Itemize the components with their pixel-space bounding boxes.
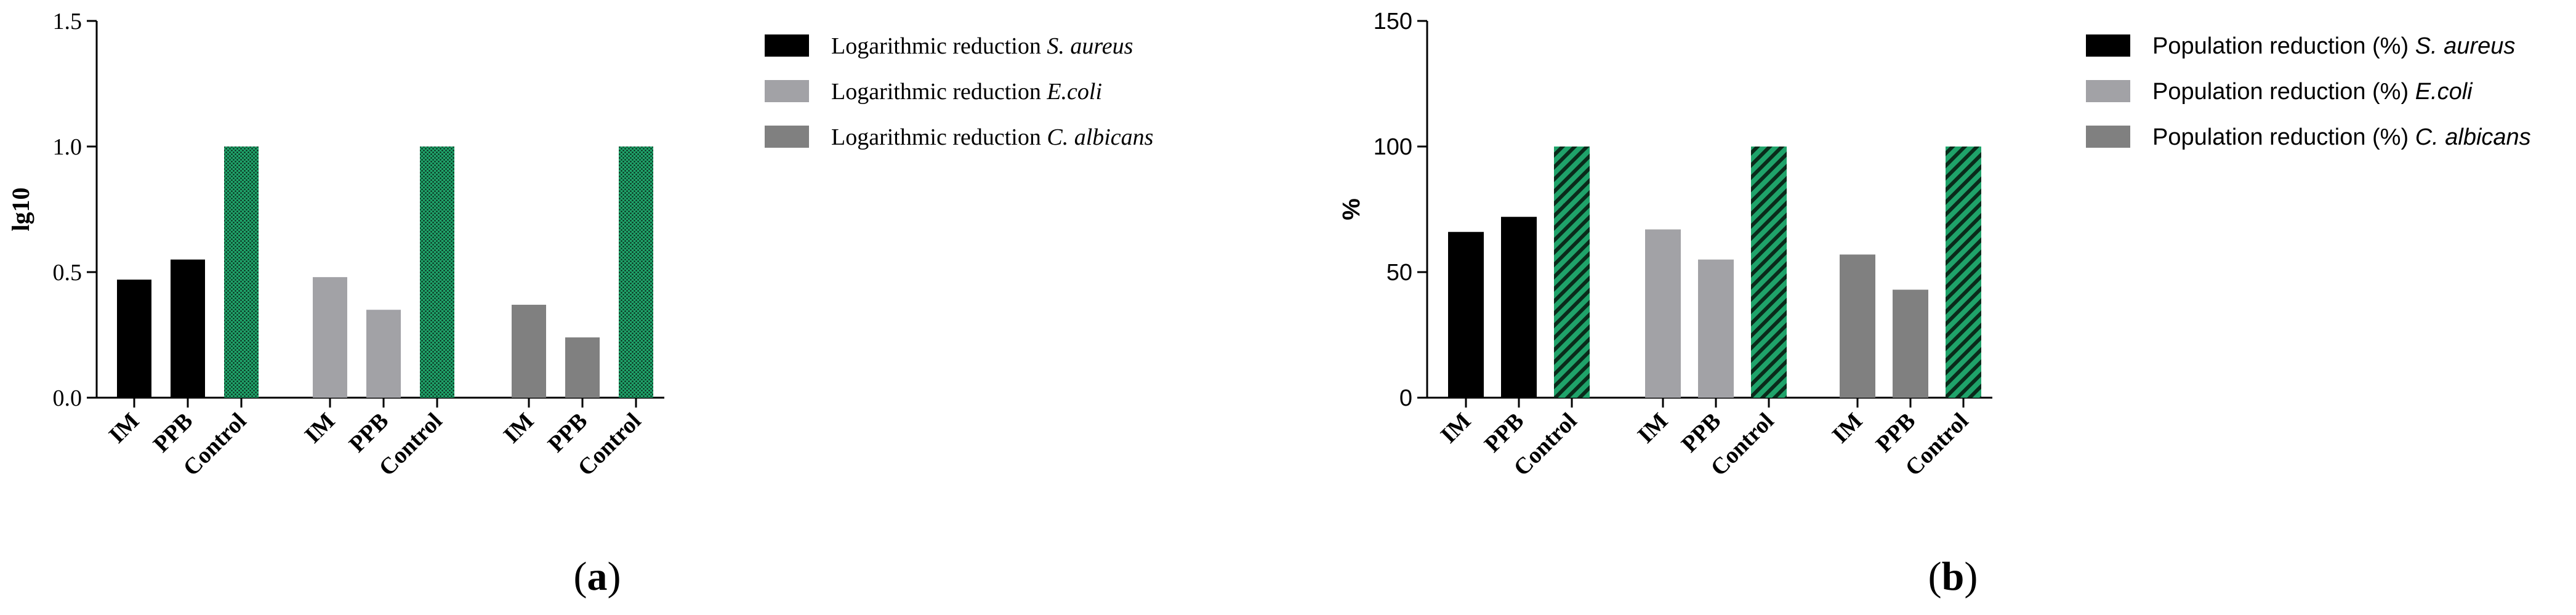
legend-label: Population reduction (%) E.coli [2152,79,2473,105]
y-tick-label: 0.0 [53,385,83,411]
legend-swatch [2086,80,2130,102]
bar [1893,289,1928,398]
legend-swatch [765,126,809,148]
panel-label: (a) [574,554,621,599]
legend-swatch [765,80,809,102]
legend-label: Population reduction (%) C. albicans [2152,124,2531,150]
legend-label-text: Logarithmic reduction [831,33,1047,59]
y-axis-label: lg10 [7,187,34,231]
bar [565,337,600,398]
y-axis-label: % [1338,198,1365,220]
legend-label-text: Population reduction (%) [2152,79,2415,105]
bar-control [619,147,653,398]
legend-label-text: Population reduction (%) [2152,124,2415,150]
legend-label-text: Logarithmic reduction [831,79,1047,105]
y-tick-label: 0 [1399,385,1412,411]
bar [366,310,401,398]
x-tick-label: IM [300,408,340,449]
y-tick-label: 1.5 [53,9,83,34]
legend-organism: S. aureus [1047,33,1133,59]
x-tick-label: IM [499,408,539,449]
legend-label: Logarithmic reduction S. aureus [831,33,1133,59]
legend-swatch [765,34,809,57]
y-tick-label: 150 [1374,9,1412,34]
y-tick-label: 1.0 [53,134,83,160]
bar-control [1554,147,1590,398]
bar [512,305,546,398]
y-tick-label: 50 [1387,260,1412,286]
legend-swatch [2086,126,2130,148]
legend-label: Logarithmic reduction E.coli [831,79,1102,105]
panel-label: (b) [1928,554,1978,599]
x-tick-label: IM [1827,408,1868,449]
legend-label-text: Logarithmic reduction [831,124,1047,150]
legend-label-text: Population reduction (%) [2152,33,2415,59]
x-tick-label: IM [104,408,145,449]
legend-organism: C. albicans [1047,124,1153,150]
legend-organism: C. albicans [2415,124,2531,150]
bar [313,277,347,398]
x-tick-label: IM [1633,408,1673,449]
bar [1840,254,1875,398]
legend-organism: E.coli [1046,79,1102,105]
bar [1448,231,1484,398]
legend-label: Logarithmic reduction C. albicans [831,124,1153,150]
bar-control [1751,147,1787,398]
legend-organism: S. aureus [2415,33,2516,59]
y-tick-label: 100 [1374,134,1412,160]
bar-control [1946,147,1981,398]
legend-swatch [2086,34,2130,57]
bar [171,259,205,398]
bar [1698,259,1734,398]
bar [117,279,151,398]
bar-control [224,147,259,398]
x-tick-label: IM [1436,408,1476,449]
bar-control [420,147,454,398]
legend-organism: E.coli [2415,79,2473,105]
bar [1645,229,1681,398]
y-tick-label: 0.5 [53,260,83,286]
bar [1501,217,1537,398]
legend-label: Population reduction (%) S. aureus [2152,33,2515,59]
